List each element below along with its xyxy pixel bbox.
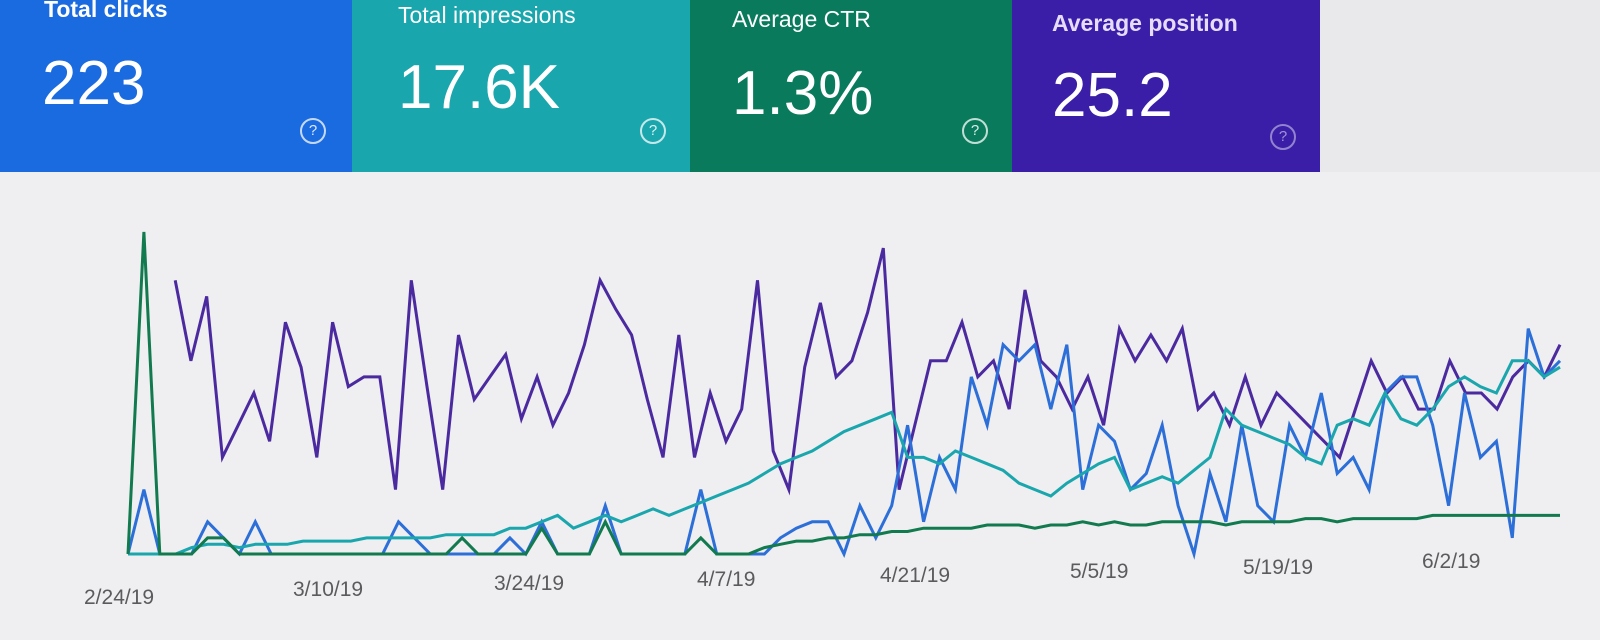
card-average-ctr[interactable]: Average CTR 1.3% ? xyxy=(690,0,1012,172)
card-label: Total impressions xyxy=(398,2,576,28)
card-value: 223 xyxy=(42,49,146,118)
question-circle-icon[interactable]: ? xyxy=(1270,124,1296,150)
card-value: 17.6K xyxy=(398,53,561,122)
x-tick-label: 2/24/19 xyxy=(84,586,155,609)
card-average-position[interactable]: Average position 25.2 ? xyxy=(1012,0,1320,172)
series-line-average-ctr xyxy=(126,231,1560,556)
x-tick-label: 3/24/19 xyxy=(494,572,565,595)
x-tick-label: 6/2/19 xyxy=(1422,550,1481,573)
metric-cards: Total clicks 223 ? Total impressions 17.… xyxy=(0,0,1320,172)
x-tick-label: 3/10/19 xyxy=(293,578,364,601)
card-total-impressions[interactable]: Total impressions 17.6K ? xyxy=(352,0,690,172)
x-tick-label: 4/7/19 xyxy=(697,568,756,591)
x-tick-label: 4/21/19 xyxy=(880,564,951,587)
series-line-total-impressions xyxy=(128,359,1561,556)
question-circle-icon[interactable]: ? xyxy=(300,118,326,144)
chart-svg xyxy=(126,231,1562,560)
performance-chart: 2/24/19 3/10/19 3/24/19 4/7/19 4/21/19 5/5/19… xyxy=(0,172,1600,640)
card-label: Total clicks xyxy=(44,0,168,22)
card-label: Average position xyxy=(1052,10,1238,36)
card-value: 1.3% xyxy=(732,59,874,128)
x-tick-label: 5/19/19 xyxy=(1243,556,1314,579)
card-total-clicks[interactable]: Total clicks 223 ? xyxy=(0,0,352,172)
card-label: Average CTR xyxy=(732,6,871,32)
question-circle-icon[interactable]: ? xyxy=(962,118,988,144)
card-value: 25.2 xyxy=(1052,61,1173,130)
series-line-average-position xyxy=(173,247,1562,496)
x-tick-label: 5/5/19 xyxy=(1070,560,1129,583)
question-circle-icon[interactable]: ? xyxy=(640,118,666,144)
